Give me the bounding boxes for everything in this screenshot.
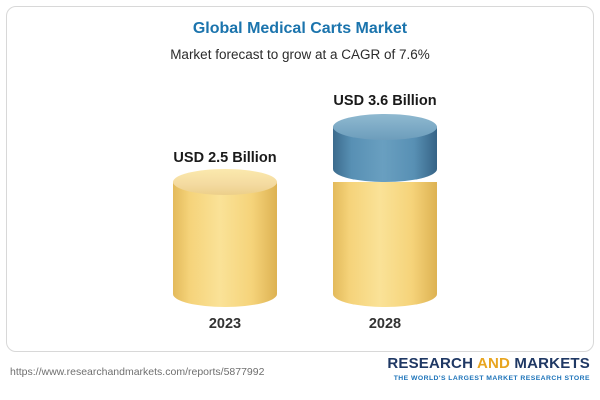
- logo-wordmark: RESEARCH AND MARKETS: [387, 355, 590, 373]
- axis-label-2028: 2028: [368, 316, 402, 332]
- logo-tagline: THE WORLD'S LARGEST MARKET RESEARCH STOR…: [393, 374, 590, 382]
- bar-2023: [173, 169, 277, 307]
- bar-2023-top-cap: [173, 169, 277, 195]
- researchandmarkets-logo: RESEARCH AND MARKETS THE WORLD'S LARGEST…: [387, 355, 590, 382]
- bar-2028-bottom-segment: [333, 182, 437, 307]
- bar-2028-top-cap: [333, 114, 437, 140]
- chart-subtitle: Market forecast to grow at a CAGR of 7.6…: [170, 47, 430, 62]
- source-url: https://www.researchandmarkets.com/repor…: [10, 366, 265, 378]
- axis-label-2023: 2023: [208, 316, 242, 332]
- value-label-2028: USD 3.6 Billion: [333, 93, 437, 109]
- logo-word-and: AND: [476, 355, 511, 372]
- value-label-2023: USD 2.5 Billion: [173, 150, 277, 166]
- chart-card: [6, 6, 594, 352]
- logo-word-research: RESEARCH: [387, 355, 474, 372]
- bar-2028-top-segment: [333, 114, 437, 182]
- bar-2028: [333, 114, 437, 307]
- bar-2023-body: [173, 169, 277, 307]
- chart-title: Global Medical Carts Market: [192, 20, 408, 37]
- logo-word-markets: MARKETS: [514, 355, 590, 372]
